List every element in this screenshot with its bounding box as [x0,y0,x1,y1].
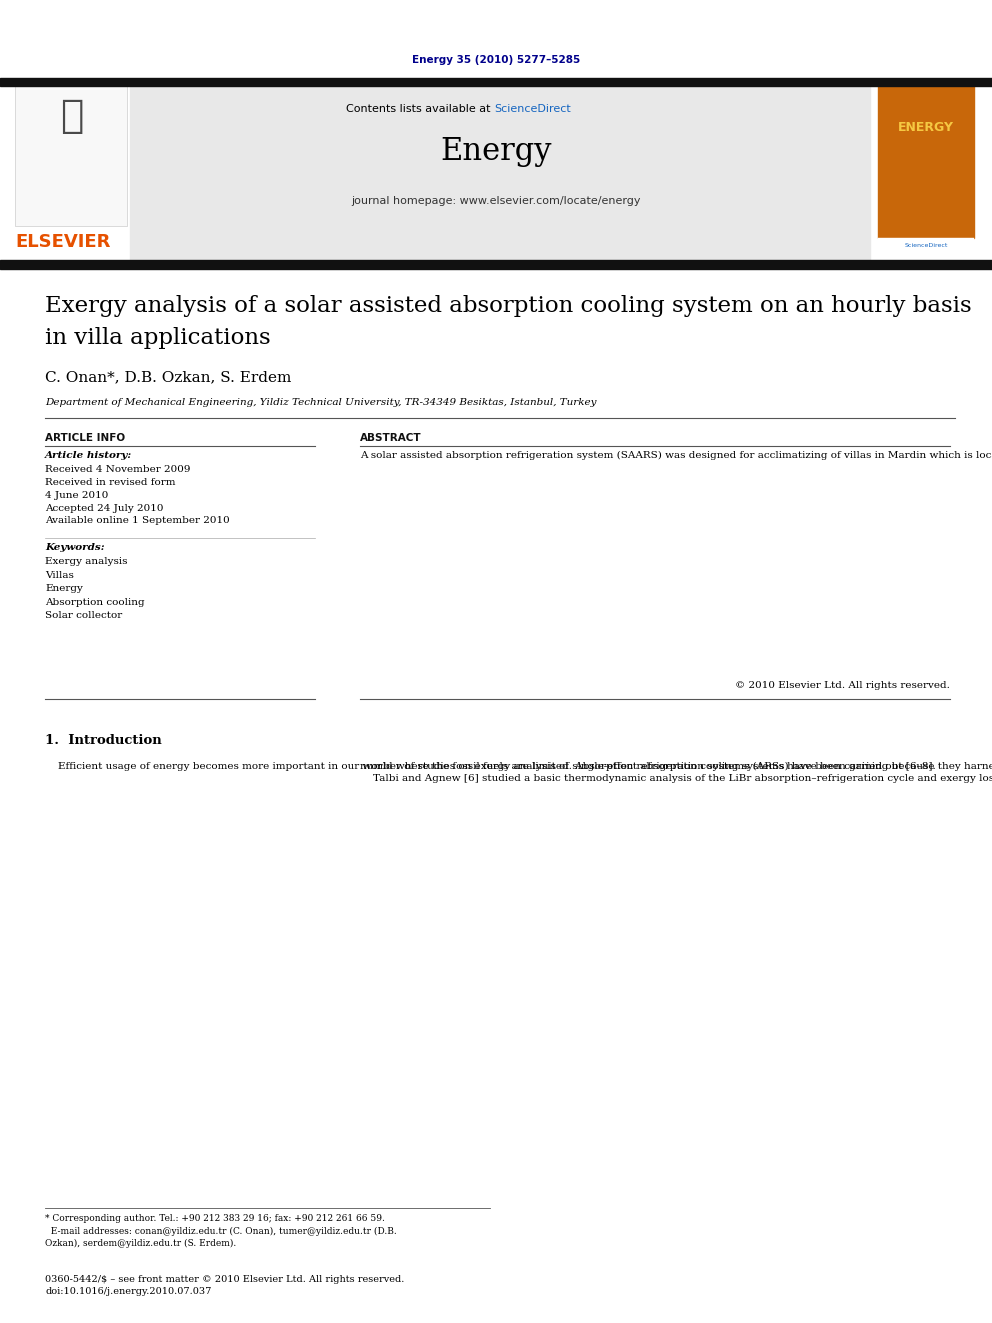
Text: Efficient usage of energy becomes more important in our world where the fossil f: Efficient usage of energy becomes more i… [45,762,992,771]
Bar [0,78,992,86]
Text: 🌲: 🌲 [61,98,83,135]
Bar [15,86,127,226]
Text: C. Onan*, D.B. Ozkan, S. Erdem: C. Onan*, D.B. Ozkan, S. Erdem [45,370,292,384]
Text: Ozkan), serdem@yildiz.edu.tr (S. Erdem).: Ozkan), serdem@yildiz.edu.tr (S. Erdem). [45,1240,236,1248]
Text: journal homepage: www.elsevier.com/locate/energy: journal homepage: www.elsevier.com/locat… [351,196,641,206]
Text: ABSTRACT: ABSTRACT [360,433,422,443]
Text: Exergy analysis of a solar assisted absorption cooling system on an hourly basis: Exergy analysis of a solar assisted abso… [45,295,971,318]
Text: ELSEVIER: ELSEVIER [15,233,110,251]
Text: ENERGY: ENERGY [898,120,954,134]
Bar [0,261,992,269]
Text: E-mail addresses: conan@yildiz.edu.tr (C. Onan), tumer@yildiz.edu.tr (D.B.: E-mail addresses: conan@yildiz.edu.tr (C… [45,1226,397,1236]
Text: Department of Mechanical Engineering, Yildiz Technical University, TR-34349 Besi: Department of Mechanical Engineering, Yi… [45,398,596,407]
Text: in villa applications: in villa applications [45,327,271,349]
Text: Energy 35 (2010) 5277–5285: Energy 35 (2010) 5277–5285 [412,56,580,65]
Text: ScienceDirect: ScienceDirect [905,243,947,247]
Text: Energy: Energy [440,136,552,167]
Text: ARTICLE INFO: ARTICLE INFO [45,433,125,443]
Text: A solar assisted absorption refrigeration system (SAARS) was designed for acclim: A solar assisted absorption refrigeratio… [360,451,992,460]
Bar [878,238,974,286]
Text: Keywords:: Keywords: [45,542,104,552]
Text: * Corresponding author. Tel.: +90 212 383 29 16; fax: +90 212 261 66 59.: * Corresponding author. Tel.: +90 212 38… [45,1215,385,1222]
Text: © 2010 Elsevier Ltd. All rights reserved.: © 2010 Elsevier Ltd. All rights reserved… [735,681,950,691]
Text: 1.  Introduction: 1. Introduction [45,734,162,747]
Text: Received 4 November 2009
Received in revised form
4 June 2010
Accepted 24 July 2: Received 4 November 2009 Received in rev… [45,464,230,525]
Text: Article history:: Article history: [45,451,132,460]
Bar [130,86,870,261]
Bar [878,86,974,238]
Text: Contents lists available at: Contents lists available at [346,105,494,114]
Text: number of studies on exergy analysis of single-effect absorption cooling systems: number of studies on exergy analysis of … [360,762,992,783]
Text: ScienceDirect: ScienceDirect [494,105,570,114]
Text: Exergy analysis
Villas
Energy
Absorption cooling
Solar collector: Exergy analysis Villas Energy Absorption… [45,557,145,620]
Text: 0360-5442/$ – see front matter © 2010 Elsevier Ltd. All rights reserved.
doi:10.: 0360-5442/$ – see front matter © 2010 El… [45,1275,405,1297]
